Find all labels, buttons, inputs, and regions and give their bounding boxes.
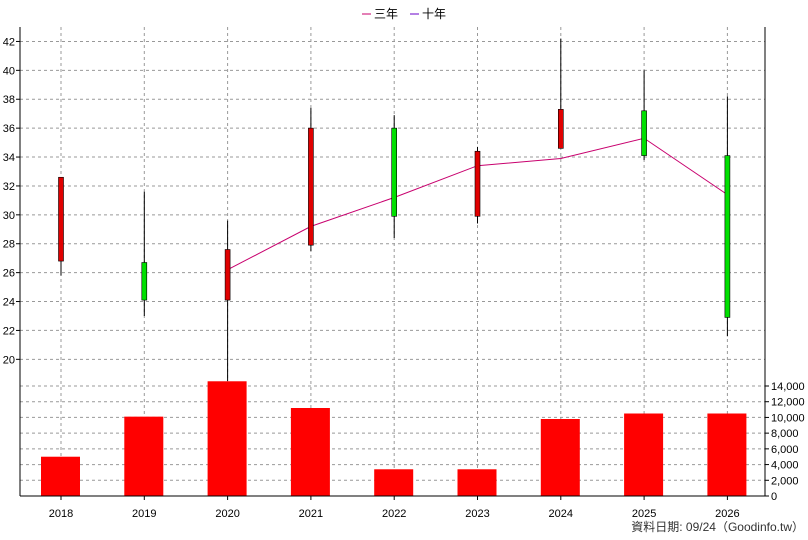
price-ytick-label-42: 42 [3, 36, 15, 48]
x-tick-label-2024: 2024 [549, 508, 573, 520]
price-ytick-label-38: 38 [3, 94, 15, 106]
volume-ytick-label-6000: 6,000 [771, 444, 799, 456]
volume-bar-2019 [124, 416, 164, 496]
volume-ytick-label-4000: 4,000 [771, 460, 799, 472]
volume-ytick-label-2000: 2,000 [771, 475, 799, 487]
x-tick-label-2025: 2025 [632, 508, 656, 520]
price-ytick-label-30: 30 [3, 210, 15, 222]
candle-body-2021 [308, 127, 314, 246]
candle-body-2026 [724, 155, 731, 318]
data-date-footer: 資料日期: 09/24（Goodinfo.tw） [631, 520, 804, 534]
candle-body-2018 [58, 176, 64, 262]
candle-body-2020 [224, 249, 231, 301]
candle-body-2025 [641, 110, 647, 156]
volume-bar-2025 [624, 413, 664, 496]
x-tick-label-2022: 2022 [382, 508, 406, 520]
price-ytick-label-22: 22 [3, 325, 15, 337]
x-tick-label-2018: 2018 [49, 508, 73, 520]
x-tick-label-2020: 2020 [215, 508, 239, 520]
volume-ytick-label-14000: 14,000 [771, 381, 805, 393]
x-tick-label-2021: 2021 [299, 508, 323, 520]
price-panel: 20 22 24 26 28 30 32 34 36 38 40 42 [3, 27, 766, 381]
volume-ytick-label-0: 0 [771, 491, 777, 503]
volume-ytick-label-8000: 8,000 [771, 428, 799, 440]
price-ytick-label-36: 36 [3, 123, 15, 135]
volume-ytick-label-10000: 10,000 [771, 412, 805, 424]
volume-bar-2022 [374, 469, 414, 496]
price-ytick-label-32: 32 [3, 181, 15, 193]
x-tick-label-2026: 2026 [715, 508, 739, 520]
legend-label-1: 三年 [374, 7, 398, 21]
candle-body-2019 [141, 262, 148, 301]
volume-bar-2018 [41, 456, 80, 496]
candle-body-2022 [391, 127, 398, 217]
legend-label-2: 十年 [422, 7, 446, 21]
volume-panel: 0 2,000 4,000 6,000 8,000 10,000 12,000 14,000 [19, 381, 805, 503]
x-axis: 2018 2019 2020 2021 2022 2023 2024 2025 2026 [49, 496, 740, 520]
volume-ytick-label-12000: 12,000 [771, 397, 805, 409]
volume-bar-2024 [540, 419, 580, 496]
volume-bar-2023 [457, 469, 497, 496]
candle-body-2024 [557, 109, 564, 149]
price-ytick-label-34: 34 [3, 152, 15, 164]
price-ytick-label-28: 28 [3, 239, 15, 251]
price-ytick-label-20: 20 [3, 354, 15, 366]
volume-bar-2026 [707, 413, 747, 496]
price-ytick-label-40: 40 [3, 65, 15, 77]
price-ytick-label-24: 24 [3, 297, 15, 309]
volume-bar-2020 [207, 381, 247, 496]
x-tick-label-2023: 2023 [465, 508, 489, 520]
candle-body-2023 [474, 150, 481, 217]
x-tick-label-2019: 2019 [132, 508, 156, 520]
price-ytick-label-26: 26 [3, 268, 15, 280]
volume-bar-2021 [290, 408, 330, 496]
legend: 三年 十年 [362, 7, 446, 21]
